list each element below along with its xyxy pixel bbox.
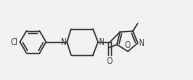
Text: N: N bbox=[61, 38, 67, 46]
Text: N: N bbox=[98, 38, 104, 46]
Text: N: N bbox=[139, 39, 145, 48]
Text: O: O bbox=[107, 56, 113, 66]
Text: Cl: Cl bbox=[11, 38, 19, 46]
Text: O: O bbox=[125, 41, 131, 50]
